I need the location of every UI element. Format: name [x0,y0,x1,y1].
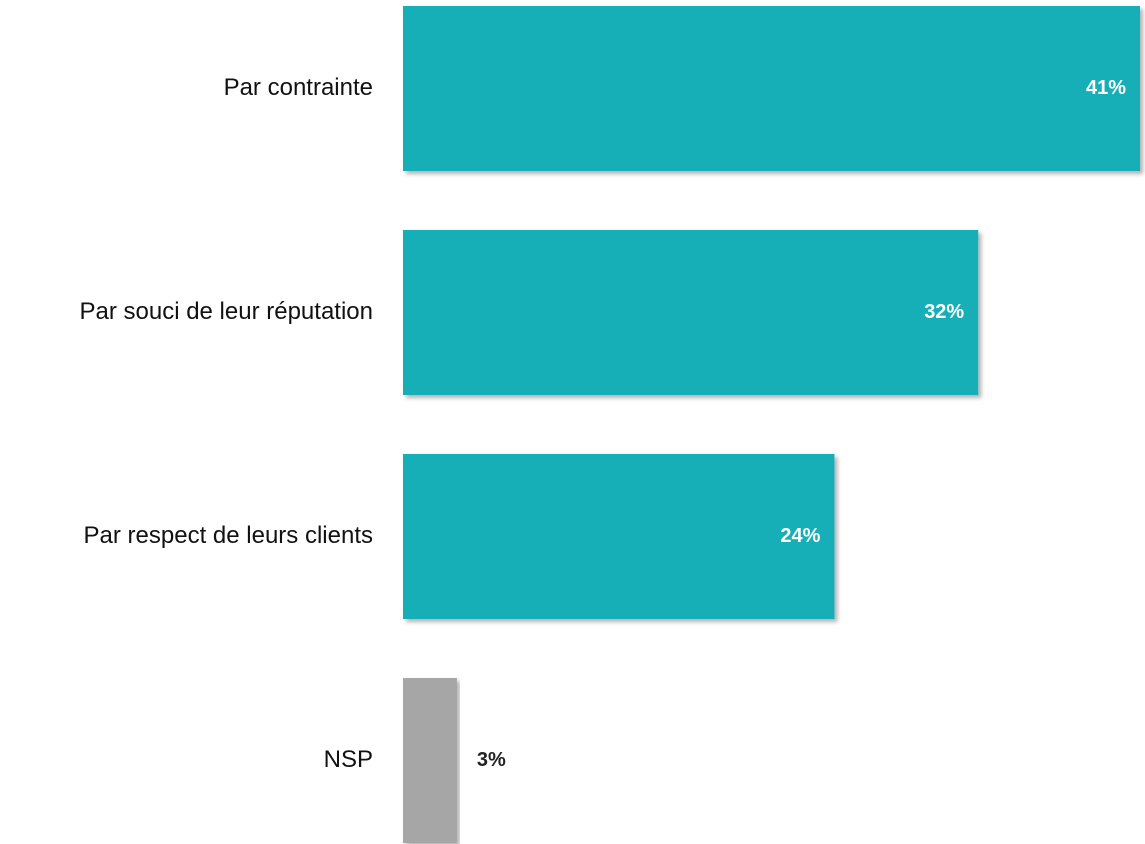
value-label: 3% [477,749,506,771]
value-label: 32% [924,301,964,323]
bar [403,6,1140,171]
bar [403,678,457,843]
category-label: Par respect de leurs clients [84,522,373,549]
value-label: 24% [780,525,820,547]
bar [403,454,835,619]
category-label: Par souci de leur réputation [79,298,373,325]
value-label: 41% [1086,77,1126,99]
category-label: Par contrainte [224,74,373,101]
bar [403,230,979,395]
category-label: NSP [324,746,373,773]
